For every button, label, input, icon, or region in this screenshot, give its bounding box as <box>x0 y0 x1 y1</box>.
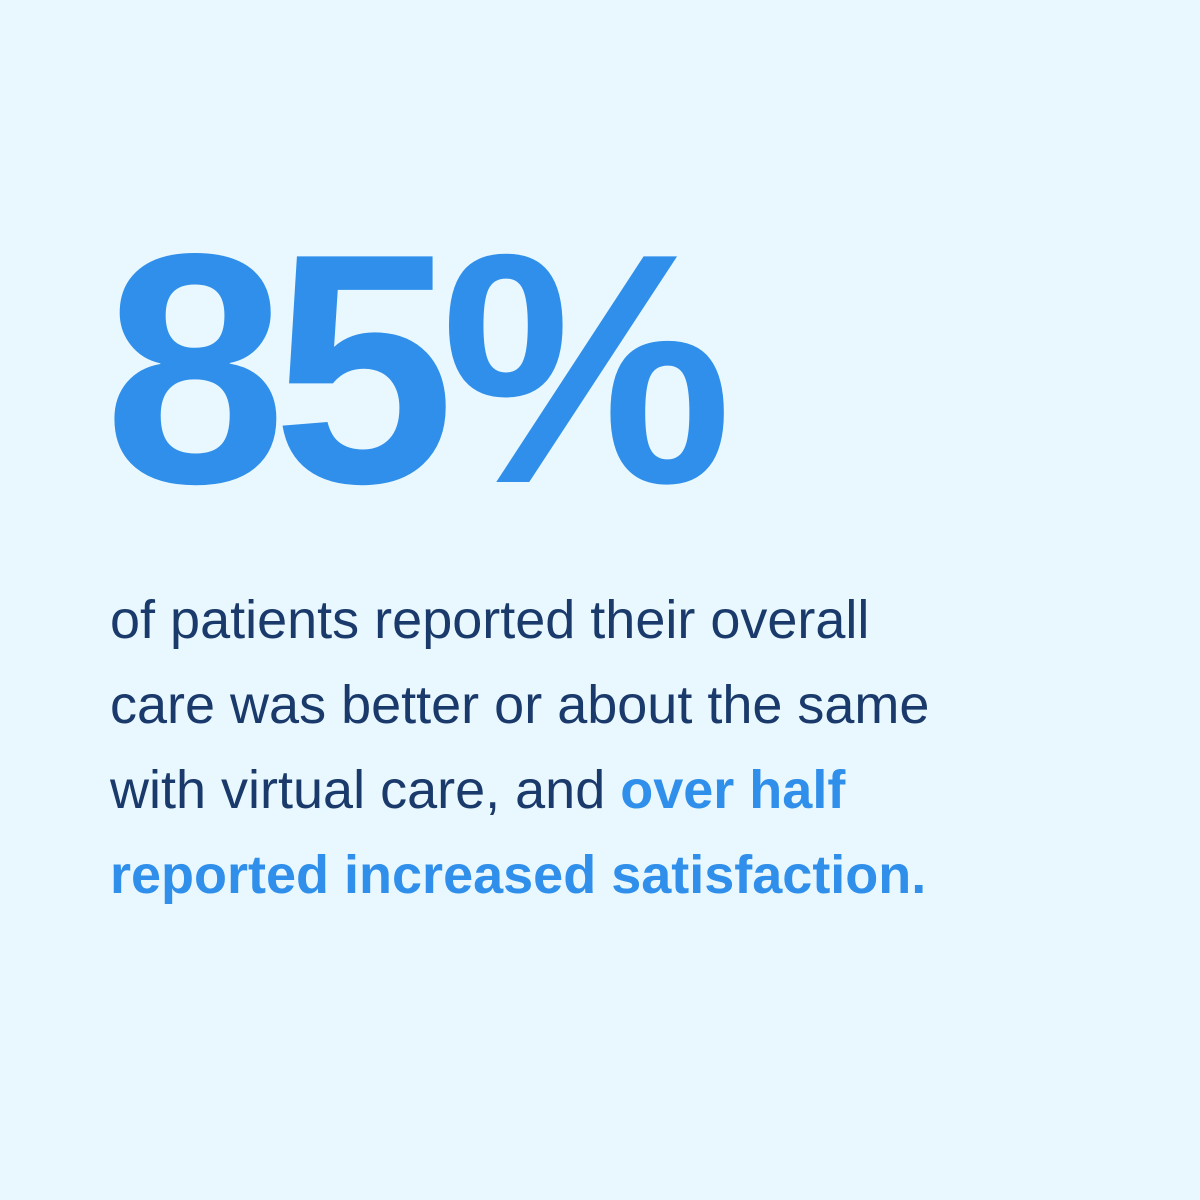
body-text: of patients reported their overall care w… <box>110 578 929 918</box>
text-line: with virtual care, and over half <box>110 748 929 833</box>
body-segment: of patients reported their overall <box>110 590 870 650</box>
text-line: of patients reported their overall <box>110 578 929 663</box>
highlight-text: reported increased satisfaction. <box>110 845 927 905</box>
text-line: care was better or about the same <box>110 663 929 748</box>
text-line: reported increased satisfaction. <box>110 833 929 918</box>
body-segment: care was better or about the same <box>110 675 930 735</box>
highlight-text: over half <box>620 760 846 820</box>
statistic: 85% <box>104 185 732 552</box>
body-segment: with virtual care, and <box>110 760 621 820</box>
